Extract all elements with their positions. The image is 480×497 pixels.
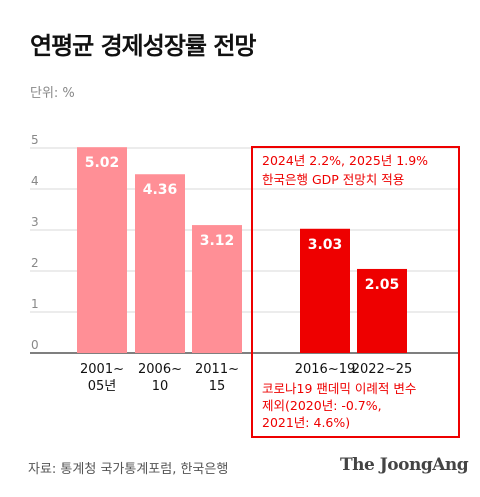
exclusion-note-line: 2021년: 4.6%)	[262, 415, 350, 430]
y-tick-label: 0	[31, 338, 39, 352]
exclusion-note-line: 제외(2020년: -0.7%,	[262, 398, 382, 413]
y-tick-label: 2	[31, 256, 39, 270]
bar-value-label: 4.36	[143, 182, 178, 198]
category-label: 05년	[88, 379, 117, 394]
y-tick-label: 1	[31, 297, 39, 311]
y-tick-label: 5	[31, 133, 39, 147]
bar	[192, 225, 242, 353]
category-label: 2006~	[138, 362, 182, 377]
category-label: 10	[152, 379, 169, 394]
bar-value-label: 5.02	[85, 155, 120, 171]
category-label: 2016~19	[295, 362, 356, 377]
category-label: 15	[209, 379, 226, 394]
unit-label: 단위: %	[30, 86, 75, 101]
bar	[300, 228, 350, 353]
bar	[77, 147, 127, 353]
category-label: 2022~25	[352, 362, 413, 377]
bar	[357, 268, 407, 353]
y-tick-label: 4	[31, 174, 39, 188]
category-label: 2011~	[195, 362, 239, 377]
bar-value-label: 2.05	[365, 277, 400, 293]
exclusion-note-line: 코로나19 팬데믹 이례적 변수	[262, 381, 416, 396]
source-note: 자료: 통계청 국가통계포럼, 한국은행	[28, 462, 229, 477]
bar-value-label: 3.12	[200, 233, 235, 249]
category-label: 2001~	[80, 362, 124, 377]
brand-logo: The JoongAng	[340, 455, 469, 475]
bar	[135, 174, 185, 353]
chart-title: 연평균 경제성장률 전망	[30, 32, 257, 60]
bar-value-label: 3.03	[308, 237, 343, 253]
forecast-highlight-box	[251, 146, 460, 438]
y-tick-label: 3	[31, 215, 39, 229]
forecast-note-line: 한국은행 GDP 전망치 적용	[262, 172, 404, 187]
forecast-note-line: 2024년 2.2%, 2025년 1.9%	[262, 153, 428, 168]
